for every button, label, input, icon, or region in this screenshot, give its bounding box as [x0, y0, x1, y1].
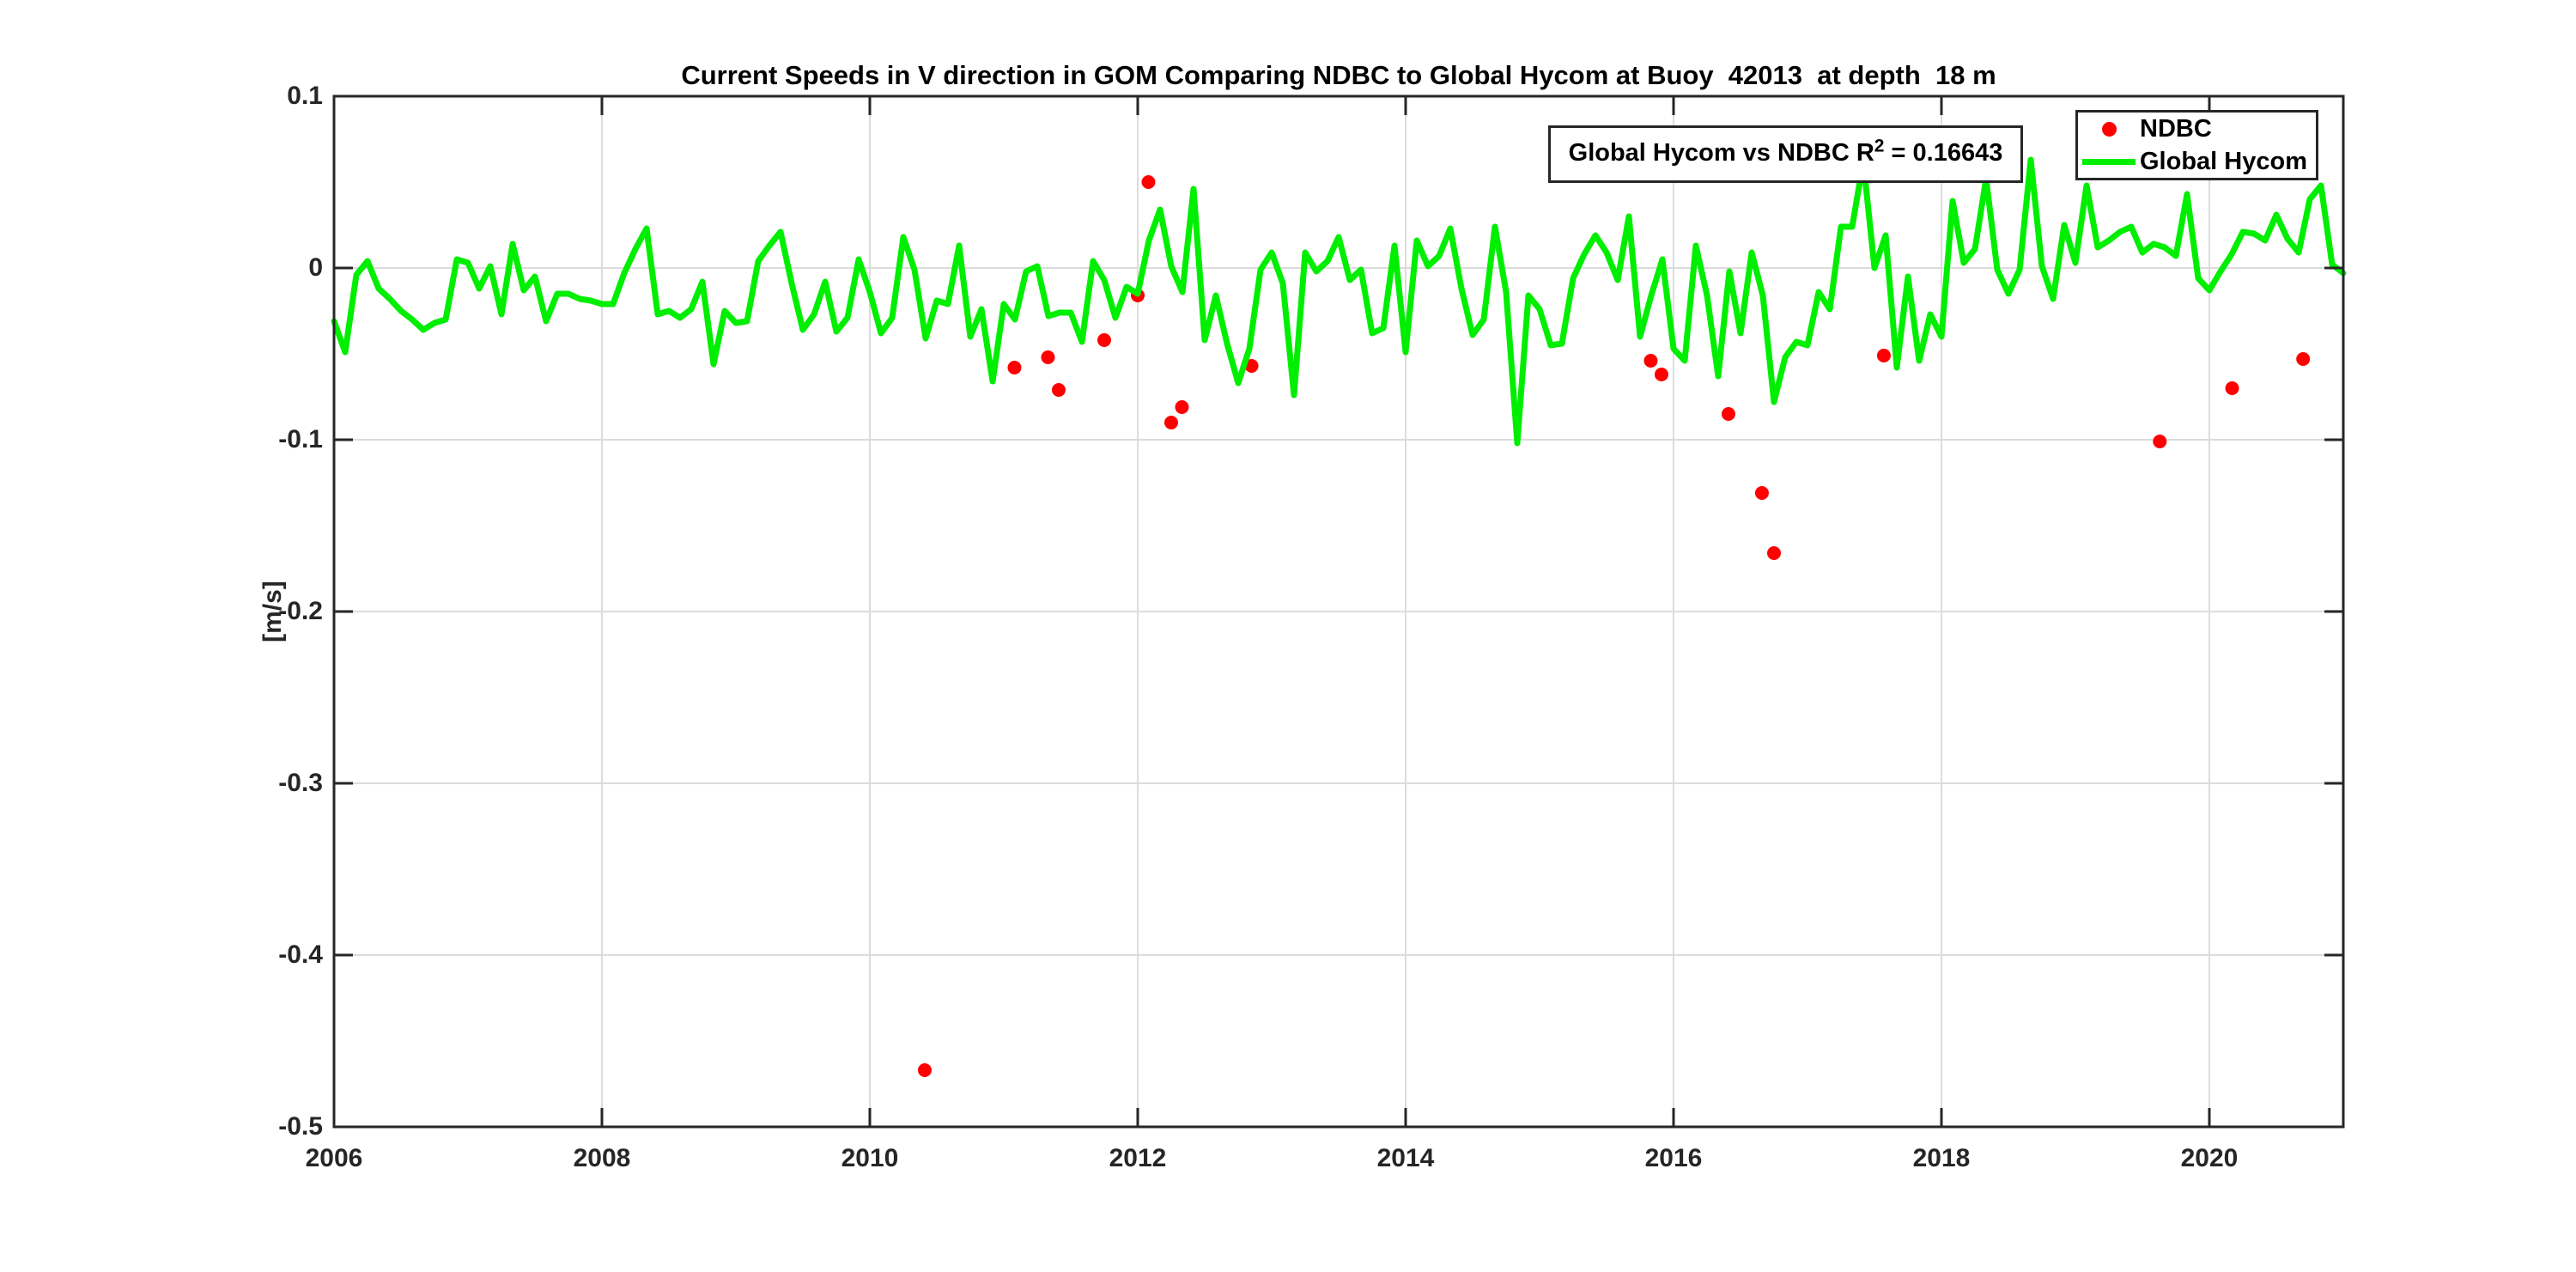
ndbc-marker-icon	[2078, 121, 2140, 137]
hycom-line-icon	[2078, 158, 2140, 165]
x-tick-label: 2020	[2180, 1144, 2239, 1172]
ndbc-point	[1876, 349, 1891, 362]
ndbc-point	[1754, 486, 1769, 500]
ndbc-point	[1051, 383, 1066, 397]
x-tick-label: 2008	[573, 1144, 631, 1172]
annotation-prefix: Global Hycom vs NDBC R	[1568, 139, 1874, 167]
y-tick-label: -0.4	[278, 940, 323, 969]
ndbc-point	[1721, 407, 1735, 421]
r-squared-annotation: Global Hycom vs NDBC R2 = 0.16643	[1548, 125, 2023, 183]
y-tick-label: -0.2	[278, 597, 323, 625]
legend-item-ndbc: NDBC	[2078, 113, 2316, 145]
y-tick-label: -0.5	[278, 1112, 323, 1141]
legend-box: NDBC Global Hycom	[2075, 110, 2318, 180]
legend-label-hycom: Global Hycom	[2140, 147, 2307, 175]
ndbc-point	[1164, 416, 1178, 429]
ndbc-point	[1654, 368, 1668, 381]
ndbc-point	[1141, 175, 1156, 189]
y-tick-label: -0.1	[278, 425, 323, 453]
y-tick-label: 0	[308, 253, 323, 282]
ndbc-point	[1175, 400, 1189, 414]
ndbc-point	[2296, 352, 2311, 366]
ndbc-point	[2153, 435, 2167, 448]
x-tick-label: 2014	[1376, 1144, 1435, 1172]
x-tick-label: 2012	[1109, 1144, 1167, 1172]
ndbc-point	[1007, 361, 1022, 374]
x-tick-label: 2010	[841, 1144, 899, 1172]
legend-label-ndbc: NDBC	[2140, 114, 2212, 143]
ndbc-point	[1097, 333, 1111, 347]
y-tick-label: 0.1	[287, 82, 323, 110]
annotation-suffix: = 0.16643	[1884, 139, 2003, 167]
legend-item-hycom: Global Hycom	[2078, 145, 2316, 178]
x-tick-label: 2006	[305, 1144, 363, 1172]
ndbc-point	[1643, 354, 1658, 368]
hycom-line	[331, 156, 2347, 447]
x-tick-label: 2016	[1644, 1144, 1703, 1172]
ndbc-point	[1041, 350, 1055, 364]
ndbc-point	[917, 1063, 932, 1077]
ndbc-point	[1767, 546, 1781, 560]
y-tick-label: -0.3	[278, 769, 323, 797]
ndbc-point	[2225, 381, 2239, 395]
annotation-superscript: 2	[1874, 136, 1885, 156]
x-tick-label: 2018	[1912, 1144, 1971, 1172]
chart-title: Current Speeds in V direction in GOM Com…	[681, 60, 1996, 90]
ndbc-point	[1244, 359, 1259, 373]
